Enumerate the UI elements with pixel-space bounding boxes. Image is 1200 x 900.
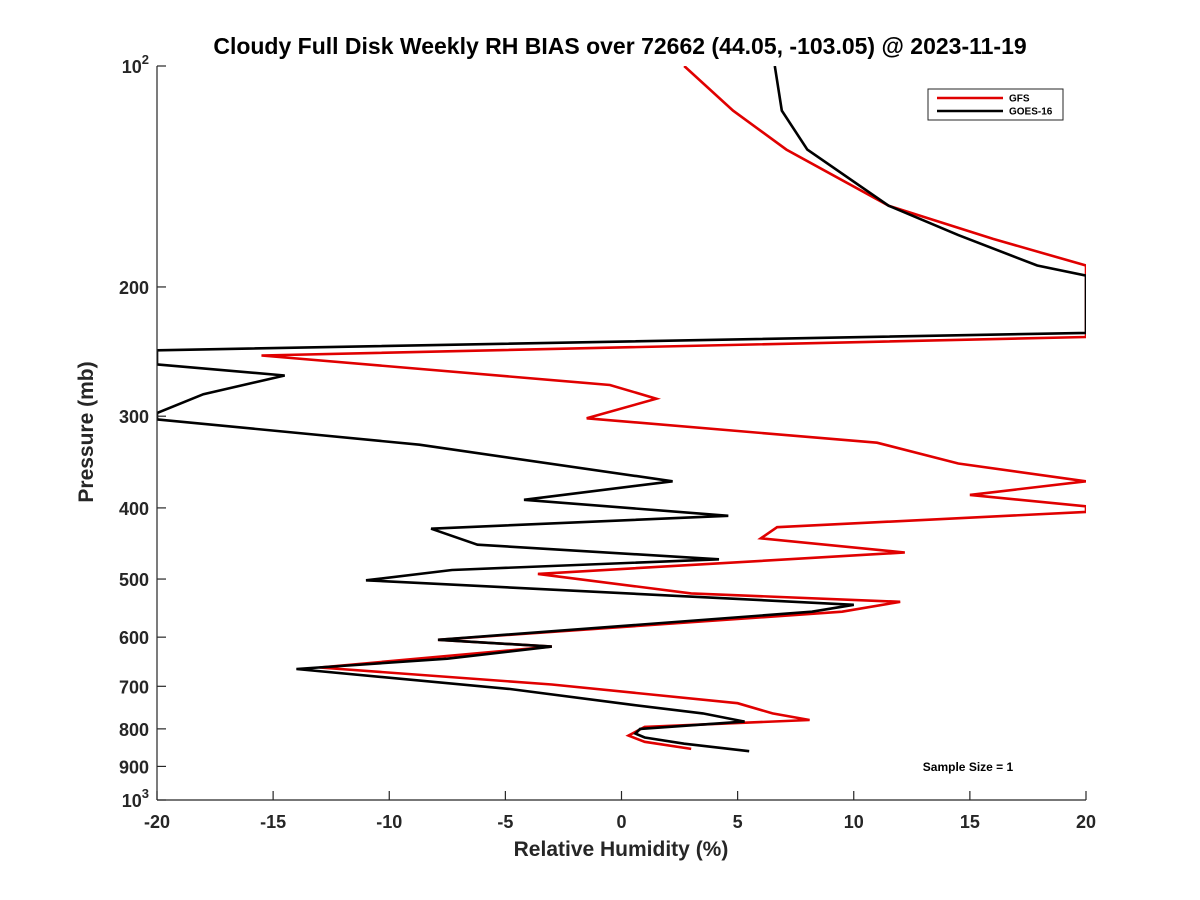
chart-title: Cloudy Full Disk Weekly RH BIAS over 726… [213,33,1026,59]
x-axis-label: Relative Humidity (%) [514,838,729,861]
series-line-gfs [261,66,1086,751]
x-axis-ticks: -20 -15 -10 -5 0 5 10 15 20 [144,791,1096,832]
x-tick-label: 15 [960,812,980,832]
legend-label-goes16: GOES-16 [1009,107,1053,118]
sample-size-annotation: Sample Size = 1 [923,760,1014,774]
x-tick-label: -15 [260,812,286,832]
y-tick-label: 800 [119,720,149,740]
legend-box [927,88,1064,121]
axes-background [157,66,1086,800]
legend: GFS GOES-16 [927,88,1064,121]
x-tick-label: 10 [844,812,864,832]
y-tick-label: 400 [119,499,149,519]
y-tick-label: 700 [119,677,149,697]
y-tick-label: 200 [119,278,149,298]
series-line-goes16 [157,66,1086,753]
x-tick-label: -5 [497,812,513,832]
y-tick-label: 103 [122,786,149,811]
x-tick-label: 5 [733,812,743,832]
series-layer [157,66,1086,753]
legend-label-gfs: GFS [1009,94,1030,105]
y-axis-ticks: 102 200 300 400 500 600 700 800 900 103 [119,52,166,811]
y-tick-label: 102 [122,52,149,77]
x-tick-label: -10 [376,812,402,832]
x-tick-label: -20 [144,812,170,832]
x-tick-label: 20 [1076,812,1096,832]
y-tick-label: 500 [119,570,149,590]
plot-area: -20 -15 -10 -5 0 5 10 15 20 102 200 300 400 500 600 70… [119,52,1096,832]
y-axis-label: Pressure (mb) [75,361,98,502]
y-tick-label: 600 [119,628,149,648]
y-tick-label: 300 [119,407,149,427]
x-tick-label: 0 [616,812,626,832]
y-tick-label: 900 [119,757,149,777]
